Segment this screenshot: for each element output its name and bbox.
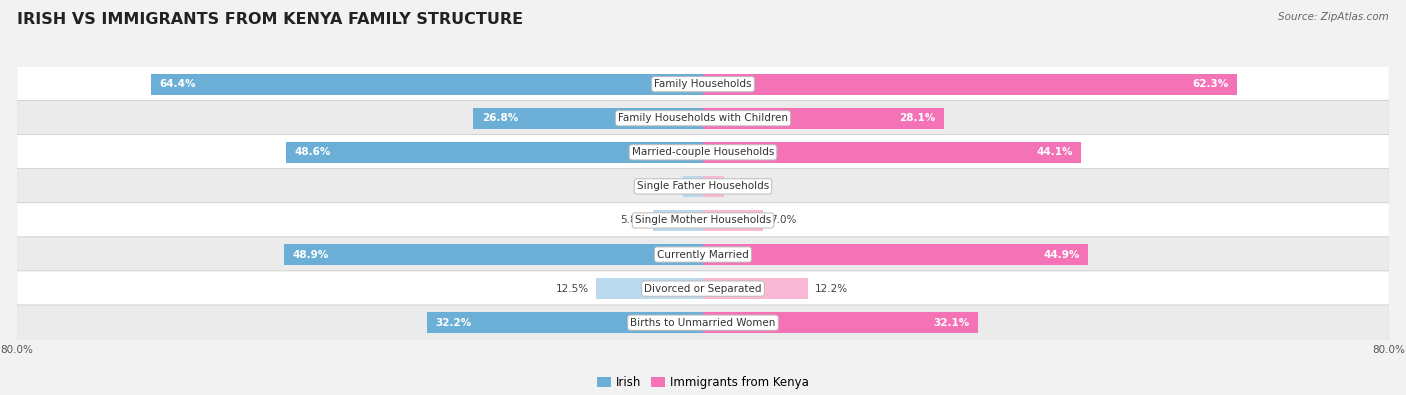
Text: Single Father Households: Single Father Households: [637, 181, 769, 192]
Text: 32.1%: 32.1%: [934, 318, 970, 328]
Text: Births to Unmarried Women: Births to Unmarried Women: [630, 318, 776, 328]
Bar: [703, 278, 807, 299]
Text: Single Mother Households: Single Mother Households: [636, 215, 770, 226]
FancyBboxPatch shape: [17, 66, 1389, 102]
Text: 2.3%: 2.3%: [650, 181, 676, 192]
Text: 5.8%: 5.8%: [620, 215, 647, 226]
Bar: [150, 73, 703, 95]
Text: Married-couple Households: Married-couple Households: [631, 147, 775, 157]
Text: 12.2%: 12.2%: [814, 284, 848, 293]
Bar: [596, 278, 703, 299]
Bar: [703, 176, 724, 197]
Bar: [287, 142, 703, 163]
Text: Divorced or Separated: Divorced or Separated: [644, 284, 762, 293]
Text: Family Households with Children: Family Households with Children: [619, 113, 787, 123]
Text: 2.4%: 2.4%: [731, 181, 756, 192]
FancyBboxPatch shape: [17, 271, 1389, 306]
Text: Currently Married: Currently Married: [657, 250, 749, 260]
FancyBboxPatch shape: [17, 169, 1389, 204]
Text: 44.9%: 44.9%: [1043, 250, 1080, 260]
Bar: [703, 108, 943, 129]
Text: 48.6%: 48.6%: [295, 147, 332, 157]
FancyBboxPatch shape: [17, 237, 1389, 272]
Text: 64.4%: 64.4%: [159, 79, 195, 89]
Text: IRISH VS IMMIGRANTS FROM KENYA FAMILY STRUCTURE: IRISH VS IMMIGRANTS FROM KENYA FAMILY ST…: [17, 12, 523, 27]
Legend: Irish, Immigrants from Kenya: Irish, Immigrants from Kenya: [592, 371, 814, 394]
Text: 62.3%: 62.3%: [1192, 79, 1229, 89]
Text: 44.1%: 44.1%: [1036, 147, 1073, 157]
Text: 7.0%: 7.0%: [770, 215, 796, 226]
Text: 28.1%: 28.1%: [900, 113, 935, 123]
Text: Source: ZipAtlas.com: Source: ZipAtlas.com: [1278, 12, 1389, 22]
Bar: [474, 108, 703, 129]
FancyBboxPatch shape: [17, 135, 1389, 170]
FancyBboxPatch shape: [17, 203, 1389, 238]
Text: 32.2%: 32.2%: [436, 318, 471, 328]
Text: 48.9%: 48.9%: [292, 250, 329, 260]
Text: 26.8%: 26.8%: [482, 113, 517, 123]
Text: Family Households: Family Households: [654, 79, 752, 89]
Bar: [703, 244, 1088, 265]
Text: 12.5%: 12.5%: [555, 284, 589, 293]
FancyBboxPatch shape: [17, 305, 1389, 340]
Bar: [683, 176, 703, 197]
FancyBboxPatch shape: [17, 101, 1389, 136]
Bar: [703, 312, 979, 333]
Bar: [703, 73, 1237, 95]
Bar: [654, 210, 703, 231]
Bar: [284, 244, 703, 265]
Bar: [427, 312, 703, 333]
Bar: [703, 142, 1081, 163]
Bar: [703, 210, 763, 231]
